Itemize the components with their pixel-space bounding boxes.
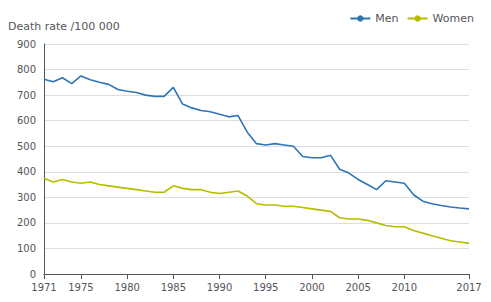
- svg-text:1971: 1971: [31, 282, 56, 293]
- svg-text:Death rate /100 000: Death rate /100 000: [8, 20, 120, 33]
- svg-text:900: 900: [17, 39, 36, 50]
- svg-text:2017: 2017: [456, 282, 481, 293]
- svg-text:1995: 1995: [253, 282, 278, 293]
- svg-text:700: 700: [17, 90, 36, 101]
- svg-text:2005: 2005: [345, 282, 370, 293]
- svg-text:200: 200: [17, 217, 36, 228]
- svg-text:800: 800: [17, 64, 36, 75]
- svg-text:1990: 1990: [207, 282, 232, 293]
- svg-text:400: 400: [17, 166, 36, 177]
- svg-text:1985: 1985: [161, 282, 186, 293]
- svg-text:1980: 1980: [114, 282, 139, 293]
- svg-text:1975: 1975: [68, 282, 93, 293]
- svg-text:600: 600: [17, 115, 36, 126]
- svg-text:2010: 2010: [392, 282, 417, 293]
- svg-text:0: 0: [30, 269, 36, 280]
- svg-text:Women: Women: [433, 12, 474, 25]
- svg-text:100: 100: [17, 243, 36, 254]
- svg-text:300: 300: [17, 192, 36, 203]
- svg-text:500: 500: [17, 141, 36, 152]
- svg-text:Men: Men: [375, 12, 398, 25]
- svg-text:2000: 2000: [299, 282, 324, 293]
